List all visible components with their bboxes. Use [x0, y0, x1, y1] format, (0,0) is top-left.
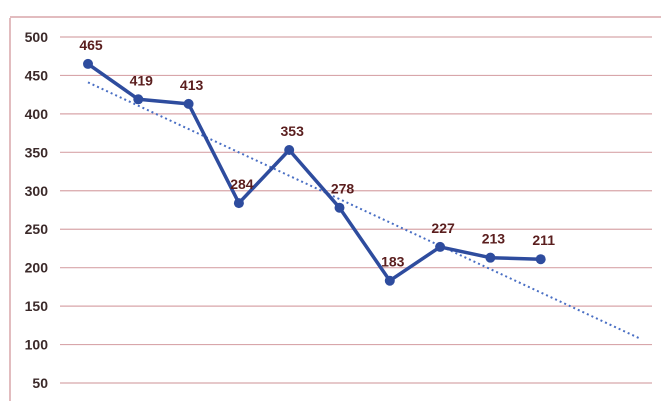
- data-label: 353: [281, 123, 305, 139]
- data-label: 278: [331, 181, 355, 197]
- y-tick-label: 300: [25, 183, 49, 199]
- y-tick-label: 50: [32, 375, 48, 391]
- data-label: 419: [130, 72, 154, 88]
- data-label: 465: [79, 37, 103, 53]
- y-tick-label: 150: [25, 298, 49, 314]
- y-axis-ticks: 500 450 400 350 300 250 200 150 100 50: [25, 29, 49, 391]
- data-point: [133, 94, 144, 105]
- data-point: [284, 145, 295, 156]
- data-label: 211: [532, 232, 555, 248]
- data-point: [485, 252, 496, 263]
- y-tick-label: 350: [25, 144, 49, 160]
- gridlines: [60, 36, 652, 384]
- data-point: [384, 275, 395, 286]
- y-tick-label: 500: [25, 29, 49, 45]
- data-point: [334, 202, 345, 213]
- plot-frame: [9, 16, 661, 401]
- data-label: 213: [482, 231, 506, 247]
- series-layer: [83, 58, 546, 286]
- data-labels: 465 419 413 284 353 278 183 227 213 211: [79, 37, 555, 270]
- data-point: [435, 241, 446, 252]
- data-point: [183, 98, 194, 109]
- y-tick-label: 250: [25, 221, 49, 237]
- trendline-layer: [87, 81, 642, 341]
- y-tick-label: 200: [25, 260, 49, 276]
- y-tick-label: 400: [25, 106, 49, 122]
- trendline: [87, 81, 642, 341]
- data-point: [83, 58, 93, 69]
- y-tick-label: 450: [25, 67, 49, 83]
- series-line: [86, 62, 543, 283]
- data-label: 413: [180, 77, 204, 93]
- data-label: 183: [381, 254, 405, 270]
- y-tick-label: 100: [25, 337, 49, 353]
- data-point: [233, 198, 244, 209]
- data-point: [535, 254, 546, 265]
- data-label: 227: [431, 220, 455, 236]
- data-label: 284: [230, 176, 254, 192]
